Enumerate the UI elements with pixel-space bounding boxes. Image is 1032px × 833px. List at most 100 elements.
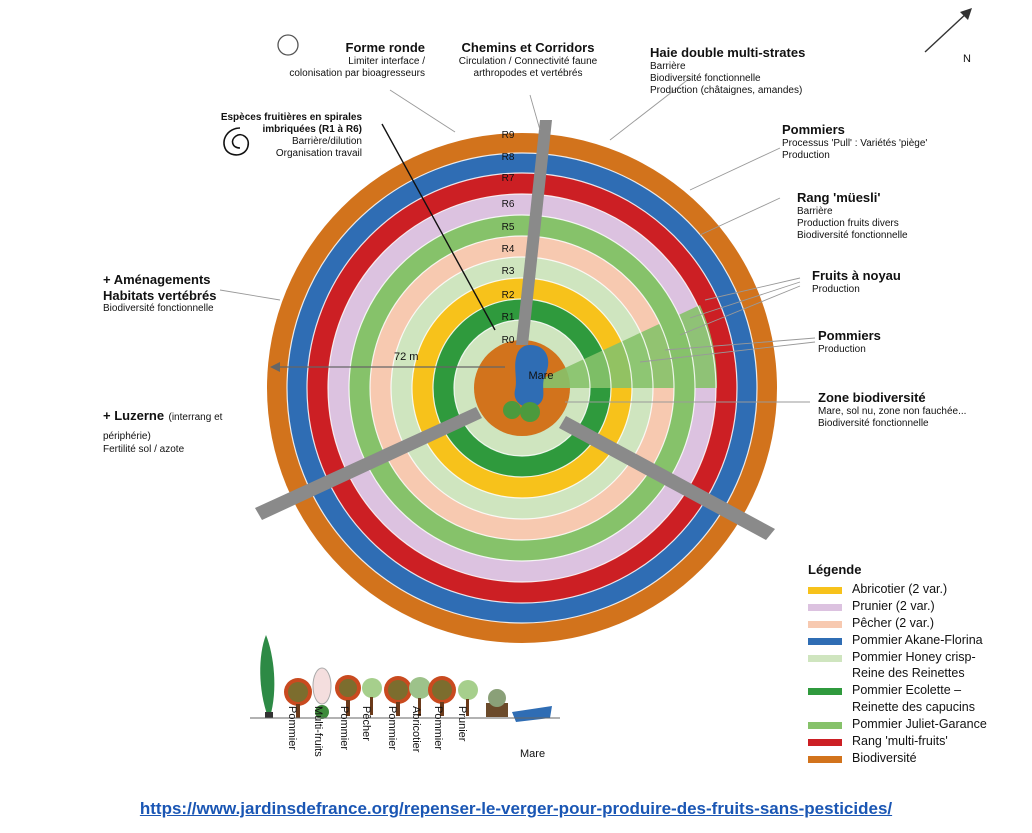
legend-label: Pommier Honey crisp- Reine des Reinettes xyxy=(852,649,976,681)
apple-tree-icon-4 xyxy=(428,676,456,716)
apple-tree-icon-3 xyxy=(384,676,412,716)
tree-label: Pommier xyxy=(386,706,398,751)
tree-label: Pommier xyxy=(286,706,298,751)
corridor-southeast xyxy=(559,416,775,540)
fruits-noyau-title: Fruits à noyau xyxy=(812,268,901,283)
apricot-tree-icon xyxy=(409,677,431,716)
forme-ronde-title: Forme ronde xyxy=(345,40,425,55)
haie-sub-3: Production (châtaignes, amandes) xyxy=(650,84,803,96)
legend-swatch xyxy=(808,755,842,763)
tree-label: Mare xyxy=(520,748,546,760)
circle-icon xyxy=(277,34,299,56)
center-pond-label: Mare xyxy=(528,370,553,382)
spiral-pointer xyxy=(381,123,496,331)
zone-bio-sub-2: Biodiversité fonctionnelle xyxy=(818,417,929,429)
legend-item: Pêcher (2 var.) xyxy=(808,615,1023,632)
legend-item: Pommier Juliet-Garance xyxy=(808,716,1023,733)
corridors xyxy=(255,120,775,540)
legend-label: Pommier Ecolette – Reinette des capucins xyxy=(852,683,975,715)
legend-label: Abricotier (2 var.) xyxy=(852,582,948,596)
ring-label-R1: R1 xyxy=(502,312,515,323)
legend-item: Pommier Akane-Florina xyxy=(808,632,1023,649)
tree-label: Pommier xyxy=(338,706,350,751)
annotation-luzerne: + Luzerne (interrang et périphérie) Fert… xyxy=(103,406,243,456)
distance-arrow-head xyxy=(270,362,280,372)
annotation-zone-bio: Zone biodiversité Mare, sol nu, zone non… xyxy=(818,390,1008,430)
muesli-title: Rang 'müesli' xyxy=(797,190,881,205)
pommiers-pull-title: Pommiers xyxy=(782,122,845,137)
especes-sub-2: Organisation travail xyxy=(275,148,362,159)
multifruit-tree-icon xyxy=(312,667,332,719)
legend-swatch xyxy=(808,688,842,696)
annotation-chemins: Chemins et Corridors Circulation / Conne… xyxy=(428,40,628,80)
north-label: N xyxy=(963,53,971,65)
amenagements-title: + Aménagements Habitats vertébrés xyxy=(103,272,217,303)
tree-label: Pommier xyxy=(432,706,444,751)
fruits-noyau-sub-1: Production xyxy=(812,283,860,295)
forme-ronde-sub-2: colonisation par bioagresseurs xyxy=(289,67,425,79)
muesli-sub-2: Production fruits divers xyxy=(797,217,899,229)
legend-swatch xyxy=(808,620,842,628)
zone-bio-title: Zone biodiversité xyxy=(818,390,926,405)
legend-item: Rang 'multi-fruits' xyxy=(808,733,1023,750)
legend-label: Pommier Juliet-Garance xyxy=(852,717,987,731)
pond-shrub-2 xyxy=(520,402,540,422)
legend-label: Prunier (2 var.) xyxy=(852,598,935,613)
legend-item: Biodiversité xyxy=(808,750,1023,767)
pommiers-prod-sub-1: Production xyxy=(818,343,866,355)
luzerne-sub-1: Fertilité sol / azote xyxy=(103,444,185,456)
tree-label: Prunier xyxy=(456,706,468,742)
ring-label-R7: R7 xyxy=(502,173,515,184)
legend: Légende Abricotier (2 var.) Prunier (2 va… xyxy=(808,562,1023,767)
apple-tree-icon-1 xyxy=(284,678,312,718)
ring-label-R6: R6 xyxy=(502,199,515,210)
legend-item: Prunier (2 var.) xyxy=(808,598,1023,615)
leader-lines xyxy=(219,77,816,403)
haie-title: Haie double multi-strates xyxy=(650,45,806,60)
annotation-haie: Haie double multi-strates Barrière Biodi… xyxy=(650,45,850,97)
annotation-pommiers-pull: Pommiers Processus 'Pull' : Variétés 'pi… xyxy=(782,122,982,162)
haie-sub-1: Barrière xyxy=(650,60,686,72)
ring-separators xyxy=(286,152,758,624)
apple-tree-icon-2 xyxy=(335,675,361,716)
chemins-title: Chemins et Corridors xyxy=(461,40,595,55)
legend-label: Rang 'multi-fruits' xyxy=(852,733,948,748)
legend-swatch xyxy=(808,738,842,746)
ring-label-R8: R8 xyxy=(502,152,515,163)
shrub-icon xyxy=(486,689,508,717)
legend-swatch xyxy=(808,603,842,611)
tree-label: Abricotier xyxy=(410,706,422,753)
corridor-southwest xyxy=(255,407,482,520)
tree-label: Pêcher xyxy=(360,706,372,741)
legend-swatch xyxy=(808,722,842,729)
chemins-sub-1: Circulation / Connectivité faune xyxy=(458,55,598,67)
especes-title: Espèces fruitières en spirales imbriquée… xyxy=(220,112,362,135)
legend-label: Pêcher (2 var.) xyxy=(852,615,934,630)
zone-bio-sub-1: Mare, sol nu, zone non fauchée... xyxy=(818,405,967,417)
tree-row xyxy=(250,635,560,722)
especes-sub-1: Barrière/dilution xyxy=(291,136,362,147)
luzerne-title: + Luzerne xyxy=(103,408,165,423)
pond-icon xyxy=(512,706,552,722)
cypress-icon xyxy=(260,635,275,717)
spiral-icon xyxy=(223,127,250,156)
amenagements-sub-1: Biodiversité fonctionnelle xyxy=(103,303,214,315)
tree-label: Multi-fruits xyxy=(312,706,324,757)
muesli-sub-3: Biodiversité fonctionnelle xyxy=(797,229,908,241)
ring-labels: R9 R8 R7 R6 R5 R4 R3 R2 R1 R0 xyxy=(502,130,515,346)
annotation-forme-ronde: Forme ronde Limiter interface / colonisa… xyxy=(250,40,425,80)
legend-swatch xyxy=(808,637,842,645)
source-link[interactable]: https://www.jardinsdefrance.org/repenser… xyxy=(139,799,893,818)
legend-label: Biodiversité xyxy=(852,750,917,765)
pommiers-pull-sub-2: Production xyxy=(782,149,830,161)
annotation-especes: Espèces fruitières en spirales imbriquée… xyxy=(212,112,362,160)
ring-label-R5: R5 xyxy=(502,222,515,233)
sector-right-R6 xyxy=(522,305,718,388)
legend-item: Pommier Honey crisp- Reine des Reinettes xyxy=(808,649,1023,683)
legend-item: Abricotier (2 var.) xyxy=(808,581,1023,598)
plum-tree-icon xyxy=(458,680,478,716)
annotation-pommiers-prod: Pommiers Production xyxy=(818,328,988,356)
annotation-muesli: Rang 'müesli' Barrière Production fruits… xyxy=(797,190,997,242)
